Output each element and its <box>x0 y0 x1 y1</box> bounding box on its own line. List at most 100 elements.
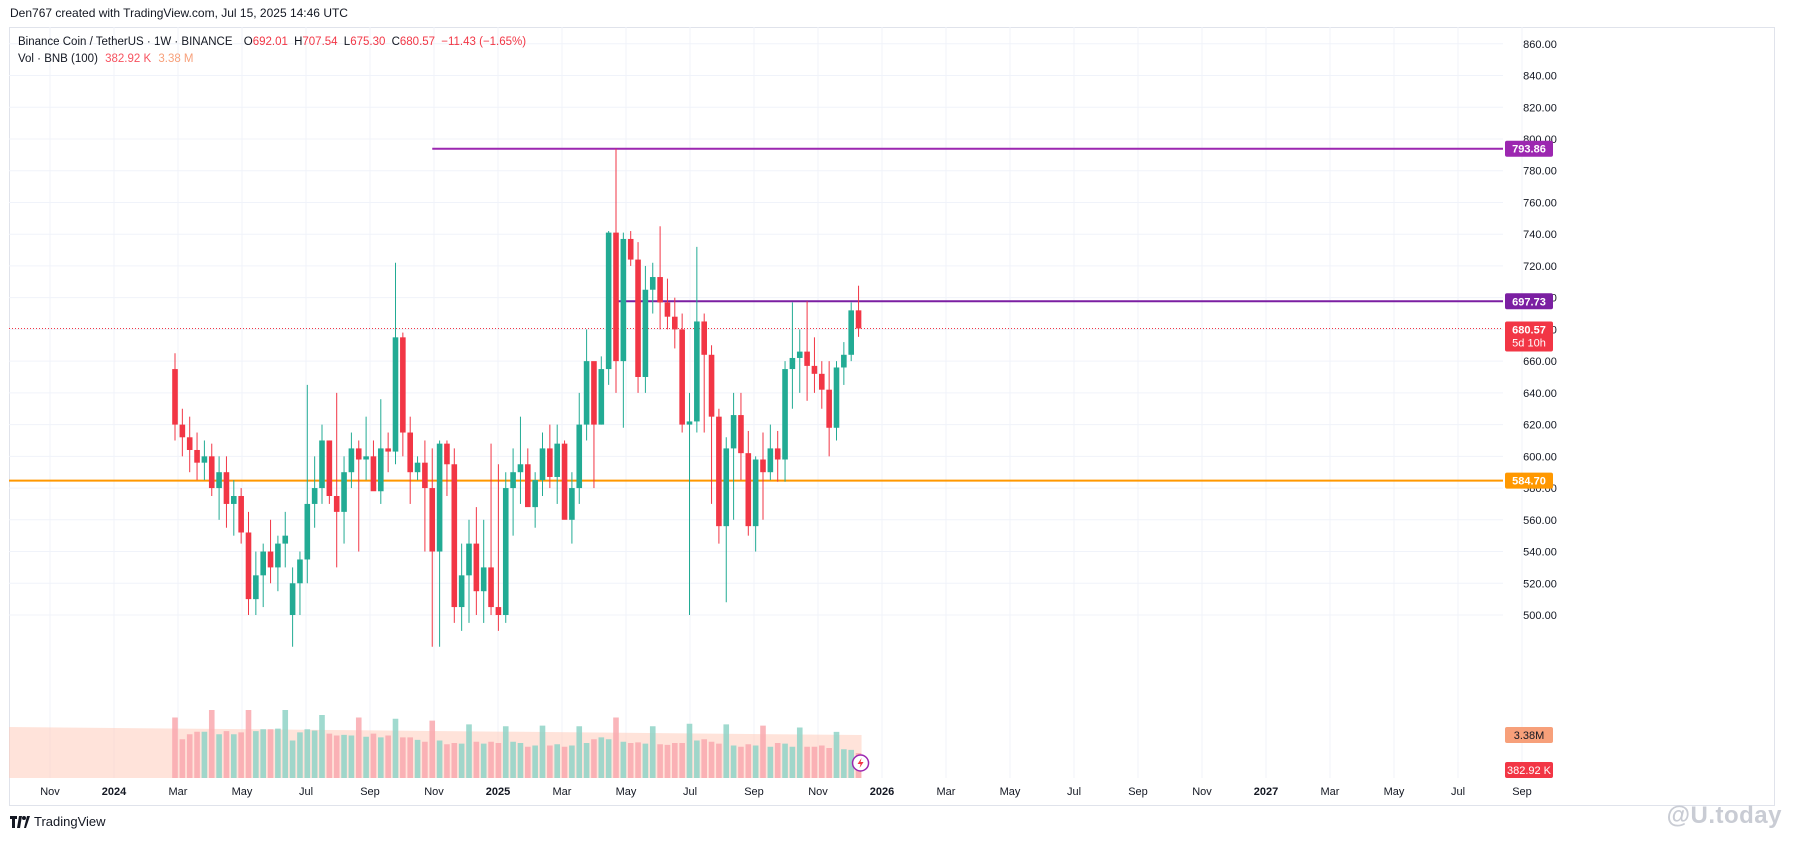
candle-body <box>216 472 222 489</box>
candle-body <box>510 472 516 489</box>
candle <box>480 519 487 623</box>
volume-bar <box>444 744 450 778</box>
candle <box>245 511 252 615</box>
candle-body <box>635 259 641 377</box>
candle-body <box>561 443 568 520</box>
candle-body <box>855 310 862 329</box>
open-label: O <box>243 36 253 48</box>
volume-ma-badge <box>1505 727 1553 743</box>
volume-bar <box>679 743 685 778</box>
candle-body <box>466 543 472 576</box>
candle-body <box>223 472 230 504</box>
volume-bar <box>605 739 612 778</box>
volume-bar <box>311 730 318 778</box>
candle-body <box>348 448 355 473</box>
volume-bar <box>760 725 766 778</box>
candle-body <box>532 480 538 508</box>
candle <box>297 551 303 615</box>
candle-body <box>414 462 421 473</box>
time-axis-label: Jul <box>1451 786 1465 798</box>
candle <box>355 440 362 552</box>
candle <box>635 242 641 393</box>
candle-body <box>833 367 840 428</box>
price-axis-label: 520.00 <box>1523 578 1557 590</box>
volume-bar <box>532 745 538 778</box>
candle-body <box>480 567 487 592</box>
level-badge-697.73 <box>1505 293 1553 310</box>
candle <box>701 313 707 433</box>
candle-body <box>789 357 796 370</box>
volume-bar <box>708 741 715 778</box>
volume-bar <box>848 749 854 778</box>
candle-body <box>363 456 369 460</box>
tradingview-logo[interactable]: TradingView <box>10 814 106 829</box>
candle-body <box>194 449 200 463</box>
time-axis-label: May <box>232 786 253 798</box>
candle <box>186 416 193 473</box>
candle <box>569 472 575 544</box>
candle <box>304 384 311 584</box>
candle <box>429 448 436 647</box>
volume-line: Vol · BNB (100) 382.92 K 3.38 M <box>18 51 526 68</box>
candle-body <box>679 329 685 425</box>
candle-body <box>708 354 715 417</box>
candle-body <box>333 496 340 512</box>
candle-body <box>186 437 193 450</box>
volume-bar <box>657 744 663 778</box>
candle <box>672 297 678 349</box>
candle <box>789 302 796 409</box>
candle-body <box>231 496 237 504</box>
candle <box>275 535 281 592</box>
candle-body <box>782 369 788 460</box>
time-axis-label: Nov <box>424 786 444 798</box>
volume-bar <box>796 727 803 778</box>
volume-bar <box>701 739 707 778</box>
change-value: −11.43 (−1.65%) <box>441 36 527 48</box>
candle <box>517 416 524 504</box>
candle-body <box>341 472 347 512</box>
volume-bar <box>282 710 289 778</box>
volume-bar <box>723 724 730 778</box>
volume-bar <box>429 720 436 778</box>
candle <box>723 437 730 603</box>
candle <box>752 456 759 552</box>
volume-bar <box>539 725 546 778</box>
volume-label[interactable]: Vol · BNB (100) <box>18 53 98 65</box>
volume-bar <box>664 744 671 778</box>
volume-bar <box>436 740 443 778</box>
volume-bar <box>400 737 406 778</box>
volume-bar <box>223 731 230 778</box>
volume-bar <box>826 748 832 778</box>
close-label: C <box>391 36 400 48</box>
price-axis-label: 600.00 <box>1523 451 1557 463</box>
low-label: L <box>343 36 351 48</box>
volume-bar <box>789 746 796 778</box>
volume-bar <box>451 743 458 778</box>
candle <box>745 430 752 536</box>
candle-body <box>429 488 436 552</box>
candle-body <box>576 424 583 489</box>
volume-bar <box>363 736 369 778</box>
candle <box>392 262 399 465</box>
time-axis-label: Jul <box>299 786 313 798</box>
symbol-name[interactable]: Binance Coin / TetherUS · 1W · BINANCE <box>18 36 233 48</box>
price-axis-label: 720.00 <box>1523 261 1557 273</box>
candle-body <box>649 277 656 290</box>
candle-body <box>767 448 774 473</box>
alert-lightning-icon <box>851 754 870 772</box>
volume-bar <box>275 728 281 778</box>
candle-body <box>723 448 730 527</box>
volume-bar <box>208 710 215 778</box>
volume-bar <box>326 733 333 778</box>
candle <box>436 440 443 647</box>
candle-body <box>716 416 722 527</box>
candle-body <box>311 488 318 504</box>
candle <box>495 464 502 631</box>
candle-body <box>458 575 465 608</box>
volume-bar <box>833 731 840 778</box>
time-axis-label: 2025 <box>486 786 510 798</box>
time-axis-label: May <box>1000 786 1021 798</box>
candle-body <box>267 551 274 568</box>
candle <box>319 424 325 504</box>
